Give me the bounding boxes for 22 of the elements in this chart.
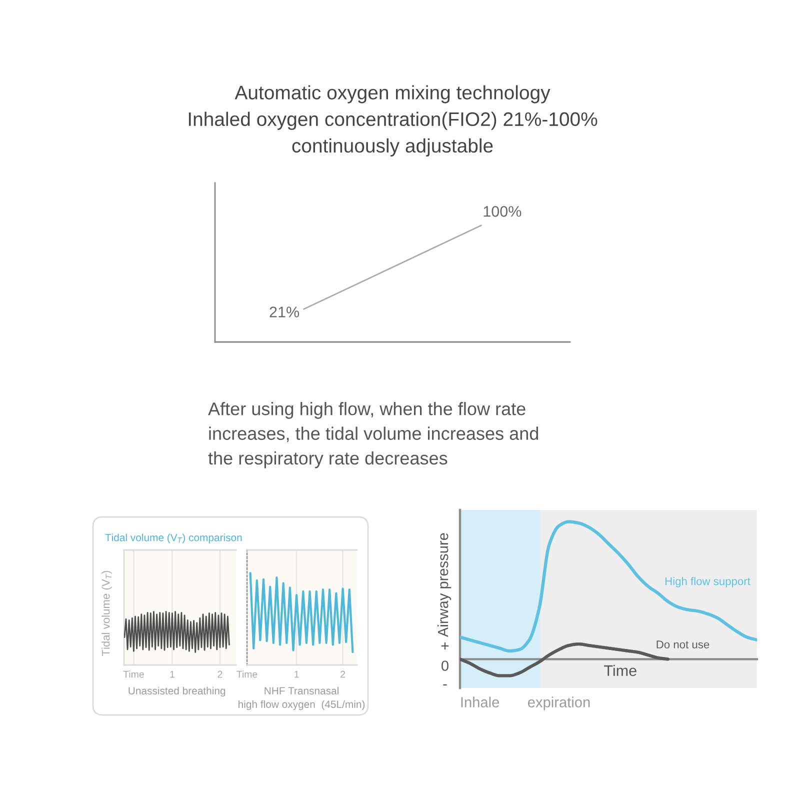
- series-label: High flow support: [665, 577, 750, 588]
- x-tick-label: expiration: [528, 696, 590, 710]
- text: -: [443, 684, 447, 686]
- x-tick-label: Time: [123, 670, 144, 678]
- chart-title: Tidal volume (V$_{T}$) comparison: [105, 534, 242, 544]
- data-label: 100%: [484, 206, 522, 217]
- chart-title: Automatic oxygen mixing technology Inhaled oxygen concentration(FIO2) 21%-100% continuously adjustable: [188, 85, 598, 156]
- y-axis-title: Airway pressure: [437, 533, 452, 637]
- text: After using high flow, when the flow rate increases, the tidal volume increases and the respiratory rate decreases: [208, 402, 538, 468]
- x-tick-label: Time: [236, 670, 258, 678]
- x-tick-label: 2: [340, 670, 346, 678]
- x-tick-label: Inhale: [461, 696, 500, 708]
- x-tick-label: 1: [294, 670, 299, 678]
- y-axis-title: Tidal volume (V$_{T}$): [102, 570, 112, 656]
- text: NHF Transnasal high flow oxygen (45L/min): [238, 686, 365, 710]
- x-tick-label: 2: [218, 670, 222, 678]
- text: 0: [442, 660, 448, 671]
- text: +: [441, 642, 449, 650]
- text: Unassisted breathing: [128, 686, 226, 697]
- data-label: 21%: [270, 306, 300, 318]
- x-tick-label: 1: [170, 670, 174, 678]
- series-label: Do not use: [656, 640, 710, 648]
